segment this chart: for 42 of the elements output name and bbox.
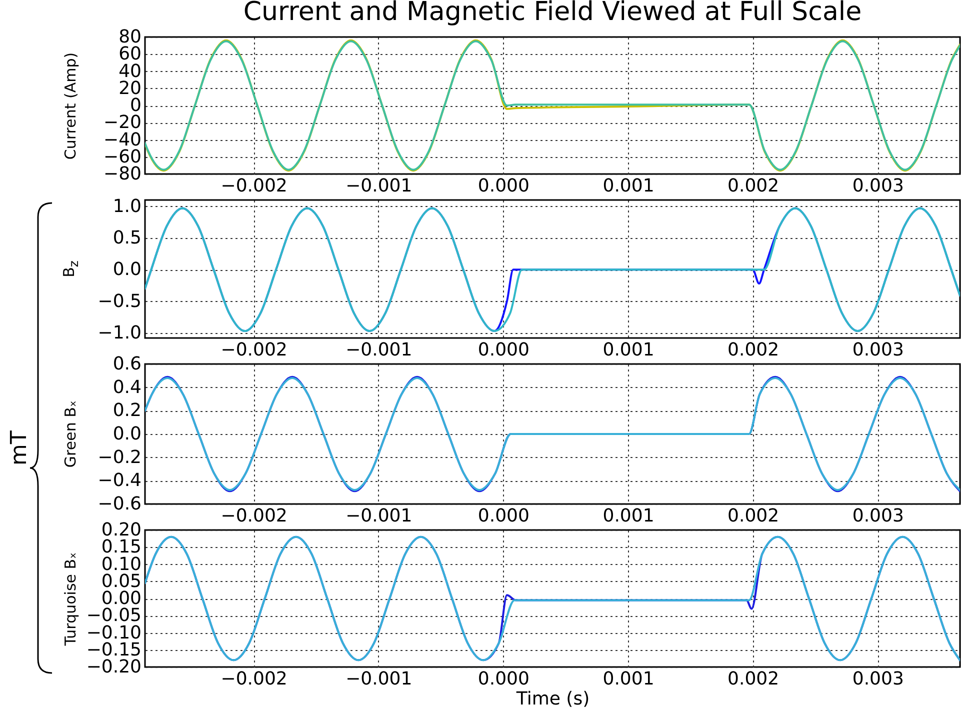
y-tick-label: −0.4	[98, 470, 142, 492]
x-tick-label: −0.002	[220, 340, 288, 360]
x-tick-label: −0.001	[346, 506, 412, 526]
x-tick-label: −0.001	[346, 340, 412, 360]
x-tick-label: 0.000	[478, 506, 530, 526]
x-tick-label: 0.001	[602, 176, 654, 196]
y-tick-label: 0.5	[112, 227, 142, 248]
x-tick-label: 0.002	[728, 340, 780, 360]
x-tick-label: −0.002	[220, 176, 288, 196]
text: mT	[7, 430, 32, 466]
x-tick-label: −0.002	[220, 506, 288, 526]
chart-title: Current and Magnetic Field Viewed at Full Scale	[243, 0, 862, 27]
x-tick-label: −0.002	[220, 668, 288, 690]
x-tick-label: 0.003	[852, 176, 904, 196]
y-tick-label: 1.0	[112, 196, 142, 217]
x-tick-label: 0.001	[602, 506, 654, 526]
x-tick-label: 0.000	[478, 176, 530, 196]
x-tick-label: 0.003	[852, 340, 904, 360]
y-tick-label: 0.4	[112, 376, 142, 398]
x-axis-title: Time (s)	[515, 688, 590, 710]
x-tick-label: 0.002	[728, 668, 780, 690]
y-tick-label: −0.6	[98, 494, 142, 514]
x-tick-label: 0.002	[728, 506, 780, 526]
y-axis-title: Green Bₓ	[62, 400, 80, 468]
x-tick-label: 0.002	[728, 176, 780, 196]
y-tick-label: −0.5	[98, 290, 142, 312]
y-axis-title: Turquoise Bₓ	[62, 552, 80, 646]
y-tick-label: −0.2	[98, 446, 142, 468]
y-tick-label: 0.0	[112, 259, 142, 280]
y-tick-label: 0.0	[112, 424, 142, 444]
x-tick-label: −0.001	[346, 176, 412, 196]
x-tick-label: −0.001	[346, 668, 412, 690]
x-tick-label: 0.003	[852, 506, 904, 526]
y-tick-label: −1.0	[98, 322, 142, 344]
x-tick-label: 0.000	[478, 668, 530, 690]
x-tick-label: 0.000	[478, 340, 530, 360]
y-tick-label: 0.2	[112, 400, 142, 422]
y-axis-title: Current (Amp)	[62, 52, 80, 160]
x-tick-label: 0.001	[602, 340, 654, 360]
x-tick-label: 0.003	[852, 668, 904, 690]
x-tick-label: 0.001	[602, 668, 654, 690]
y-tick-label: 0.6	[112, 354, 142, 374]
